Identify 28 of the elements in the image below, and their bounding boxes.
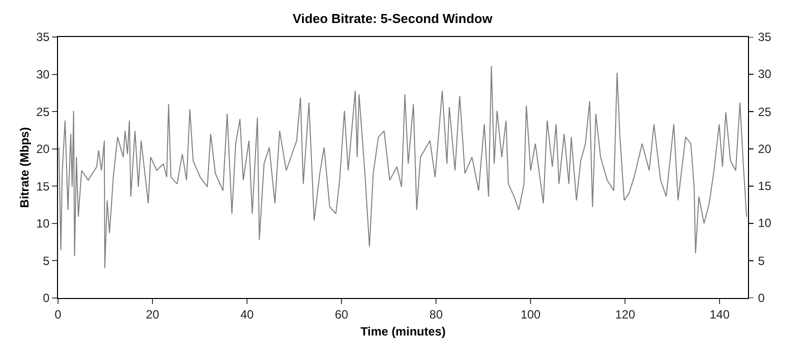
y2-tick-label: 10 <box>758 216 772 230</box>
line-series <box>58 66 748 269</box>
y2-tick-label: 30 <box>758 67 772 81</box>
y-tick-label: 30 <box>36 67 50 82</box>
y-tick-label: 0 <box>42 291 50 306</box>
x-axis-title: Time (minutes) <box>360 324 446 338</box>
x-tick-label: 20 <box>146 307 160 322</box>
x-tick-label: 140 <box>710 307 730 322</box>
x-tick-label: 100 <box>520 307 541 322</box>
x-tick-label: 80 <box>429 307 444 322</box>
y2-tick-label: 35 <box>758 30 772 44</box>
y-tick-label: 15 <box>36 179 50 194</box>
x-tick-label: 60 <box>334 307 349 322</box>
y-tick-label: 35 <box>36 30 50 44</box>
y-axis-title: Bitrate (Mbps) <box>18 127 32 208</box>
y2-tick-label: 25 <box>758 105 772 119</box>
chart-title: Video Bitrate: 5-Second Window <box>292 11 494 26</box>
y-tick-label: 25 <box>36 104 50 119</box>
x-tick-label: 0 <box>54 307 62 322</box>
y2-tick-label: 0 <box>758 291 765 305</box>
x-tick-label: 120 <box>615 307 636 322</box>
y2-tick-label: 15 <box>758 179 772 193</box>
y-tick-label: 5 <box>42 254 50 268</box>
x-tick-label: 40 <box>240 307 254 322</box>
y2-tick-label: 5 <box>758 254 765 268</box>
y2-tick-label: 20 <box>758 142 772 156</box>
y-tick-label: 10 <box>36 216 50 231</box>
y-tick-label: 20 <box>36 142 50 156</box>
